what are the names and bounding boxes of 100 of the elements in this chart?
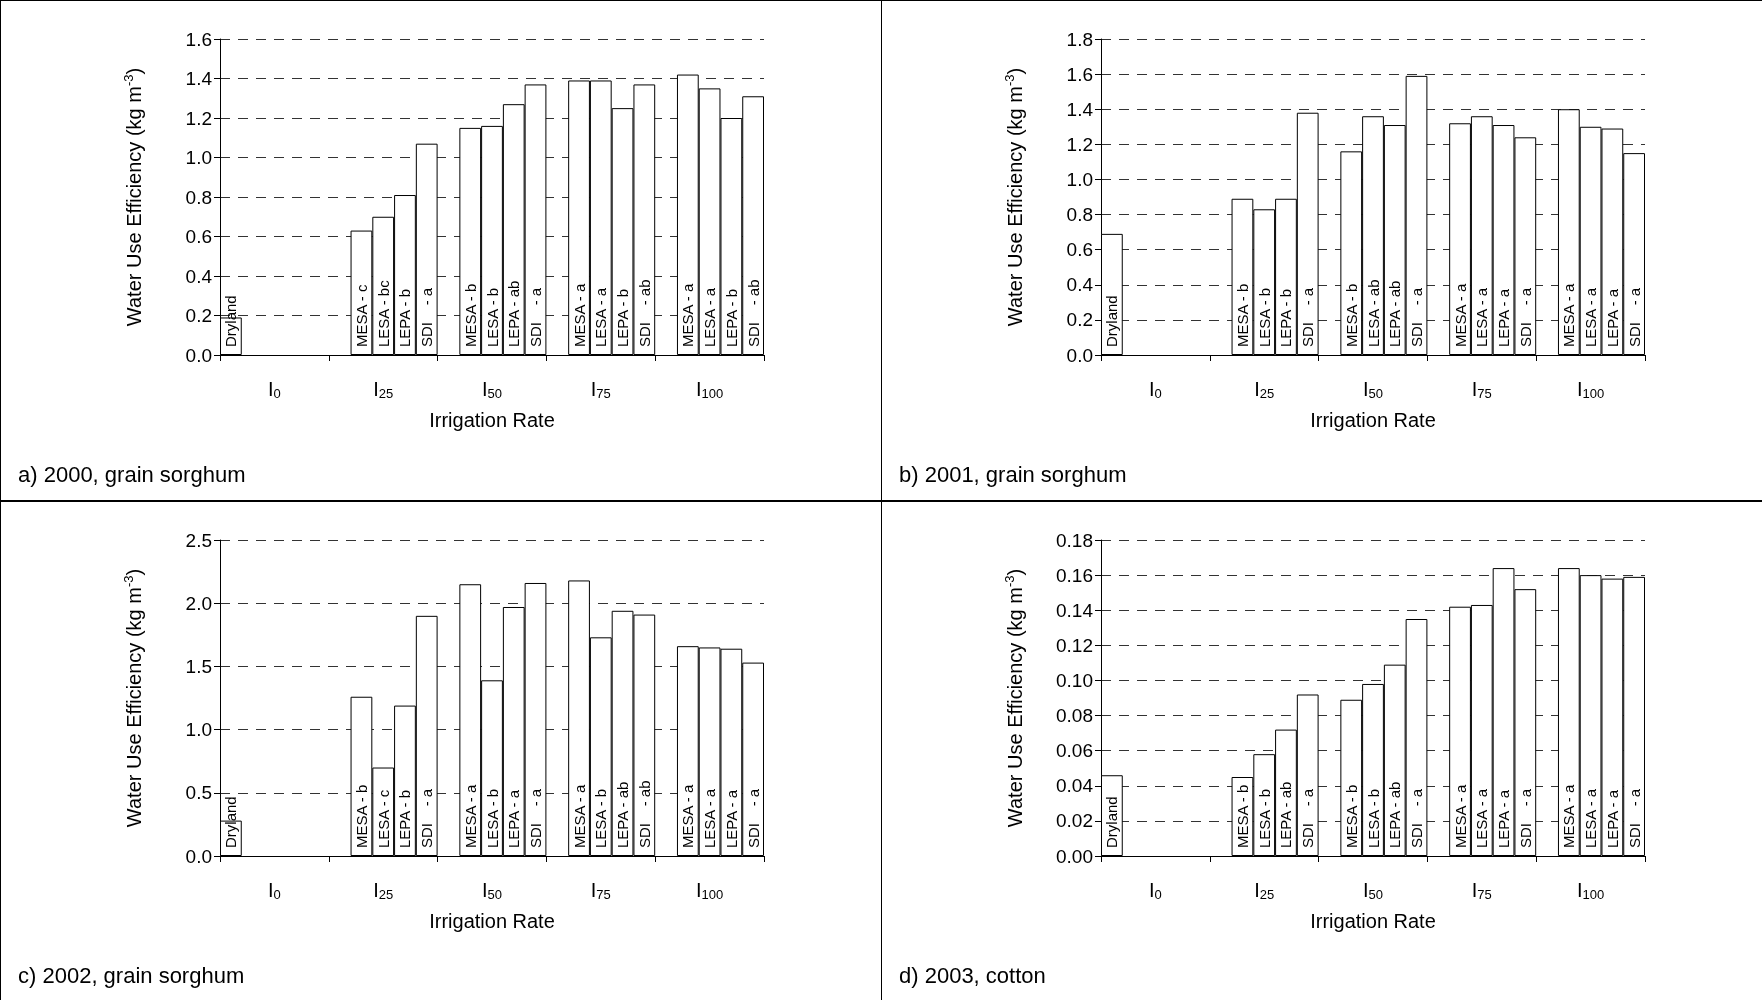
data-label: LEPA - a xyxy=(1603,789,1621,848)
data-label: LESA - a xyxy=(701,788,719,848)
x-axis-title: Irrigation Rate xyxy=(429,910,555,932)
data-label: SDI - a xyxy=(1516,788,1534,848)
data-label: LEPA - ab xyxy=(614,781,632,848)
data-label: MESA - b xyxy=(352,784,370,848)
y-tick-label: 0.14 xyxy=(1056,599,1094,621)
data-label: LEPA - ab xyxy=(1277,781,1295,848)
data-label: SDI - ab xyxy=(744,279,762,347)
y-tick-label: 0.08 xyxy=(1056,705,1093,727)
y-tick-label: 0.00 xyxy=(1056,845,1093,867)
data-label: SDI - a xyxy=(1299,287,1317,347)
data-label: LESA - b xyxy=(1255,287,1273,347)
data-label: MESA - a xyxy=(1451,282,1469,347)
data-label: LEPA - ab xyxy=(1386,280,1404,347)
data-label: LESA - b xyxy=(1255,788,1273,848)
data-label: LESA - a xyxy=(701,287,719,347)
y-axis-title: Water Use Efficiency (kg m-3) xyxy=(121,67,145,327)
data-label: LEPA - a xyxy=(505,789,523,848)
data-label: LESA - b xyxy=(592,788,610,848)
data-label: SDI - a xyxy=(1625,788,1643,848)
data-label: LESA - b xyxy=(483,287,501,347)
data-label: LEPA - a xyxy=(1603,288,1621,347)
data-label: MESA - a xyxy=(1451,783,1469,848)
data-label: SDI - a xyxy=(1299,788,1317,848)
data-label: Dryland xyxy=(1103,295,1121,347)
text: c) 2002, grain sorghum xyxy=(18,962,245,988)
data-label: MESA - b xyxy=(1233,283,1251,347)
data-label: SDI - a xyxy=(744,788,762,848)
y-tick-label: 1.6 xyxy=(185,28,212,50)
y-tick-label: 0.4 xyxy=(1066,274,1094,296)
data-label: MESA - b xyxy=(1342,784,1360,848)
y-tick-label: 0.02 xyxy=(1056,810,1093,832)
y-tick-label: 1.5 xyxy=(185,655,212,677)
y-axis-title: Water Use Efficiency (kg m-3) xyxy=(1002,67,1026,327)
data-label: LEPA - ab xyxy=(1386,781,1404,848)
data-label: SDI - a xyxy=(1625,287,1643,347)
data-label: LESA - a xyxy=(592,287,610,347)
data-label: SDI - ab xyxy=(635,279,653,347)
y-tick-label: 1.6 xyxy=(1066,63,1093,85)
y-tick-label: 0.2 xyxy=(1066,309,1093,331)
y-tick-label: 0.06 xyxy=(1056,740,1093,762)
y-axis-title: Water Use Efficiency (kg m-3) xyxy=(1002,568,1026,828)
y-tick-label: 1.8 xyxy=(1066,28,1093,50)
y-tick-label: 0.0 xyxy=(185,344,212,366)
data-label: LEPA - b xyxy=(614,288,632,347)
data-label: MESA - a xyxy=(679,783,697,848)
x-axis-title: Irrigation Rate xyxy=(429,409,555,431)
data-label: LEPA - b xyxy=(1277,288,1295,347)
y-tick-label: 0.16 xyxy=(1056,564,1093,586)
data-label: MESA - a xyxy=(570,783,588,848)
data-label: Dryland xyxy=(1103,796,1121,848)
data-label: LESA - b xyxy=(483,788,501,848)
data-label: LESA - a xyxy=(1473,287,1491,347)
y-tick-label: 1.4 xyxy=(1066,98,1094,120)
y-tick-label: 0.4 xyxy=(185,265,213,287)
data-label: LEPA - a xyxy=(1495,288,1513,347)
data-label: LESA - a xyxy=(1582,788,1600,848)
data-label: SDI - ab xyxy=(635,780,653,848)
y-tick-label: 2.5 xyxy=(185,529,212,551)
y-tick-label: 1.0 xyxy=(185,719,212,741)
data-label: MESA - a xyxy=(461,783,479,848)
y-tick-label: 1.2 xyxy=(1066,133,1093,155)
data-label: LEPA - b xyxy=(396,288,414,347)
y-tick-label: 1.4 xyxy=(185,68,213,89)
y-tick-label: 1.0 xyxy=(1066,168,1093,190)
y-tick-label: 0.6 xyxy=(185,226,212,247)
y-tick-label: 0.0 xyxy=(1066,344,1093,366)
data-label: SDI - a xyxy=(1516,287,1534,347)
data-label: LEPA - a xyxy=(1495,789,1513,848)
data-label: SDI - a xyxy=(527,287,545,347)
x-axis-title: Irrigation Rate xyxy=(1310,409,1436,431)
data-label: MESA - a xyxy=(679,282,697,347)
data-label: LEPA - ab xyxy=(505,280,523,347)
data-label: SDI - a xyxy=(1408,788,1426,848)
data-label: Dryland xyxy=(222,295,240,347)
data-label: LEPA - b xyxy=(396,789,414,848)
y-tick-label: 1.2 xyxy=(185,107,212,129)
data-label: SDI - a xyxy=(1408,287,1426,347)
data-label: SDI - a xyxy=(527,788,545,848)
y-tick-label: 2.0 xyxy=(185,592,212,614)
data-label: MESA - a xyxy=(570,282,588,347)
text: d) 2003, cotton xyxy=(899,962,1046,988)
y-tick-label: 0.5 xyxy=(185,782,212,804)
y-tick-label: 0.04 xyxy=(1056,775,1094,797)
y-tick-label: 0.8 xyxy=(185,186,212,208)
y-tick-label: 0.6 xyxy=(1066,239,1093,261)
data-label: LESA - a xyxy=(1582,287,1600,347)
data-label: MESA - b xyxy=(461,283,479,347)
data-label: LESA - ab xyxy=(1364,279,1382,347)
y-tick-label: 1.0 xyxy=(185,147,212,168)
data-label: MESA - c xyxy=(352,283,370,347)
data-label: MESA - b xyxy=(1342,283,1360,347)
y-tick-label: 0.12 xyxy=(1056,634,1093,656)
y-tick-label: 0.10 xyxy=(1056,669,1093,691)
data-label: Dryland xyxy=(222,796,240,848)
data-label: LESA - bc xyxy=(374,279,392,347)
data-label: MESA - b xyxy=(1233,784,1251,848)
data-label: MESA - a xyxy=(1560,282,1578,347)
data-label: LEPA - a xyxy=(722,789,740,848)
